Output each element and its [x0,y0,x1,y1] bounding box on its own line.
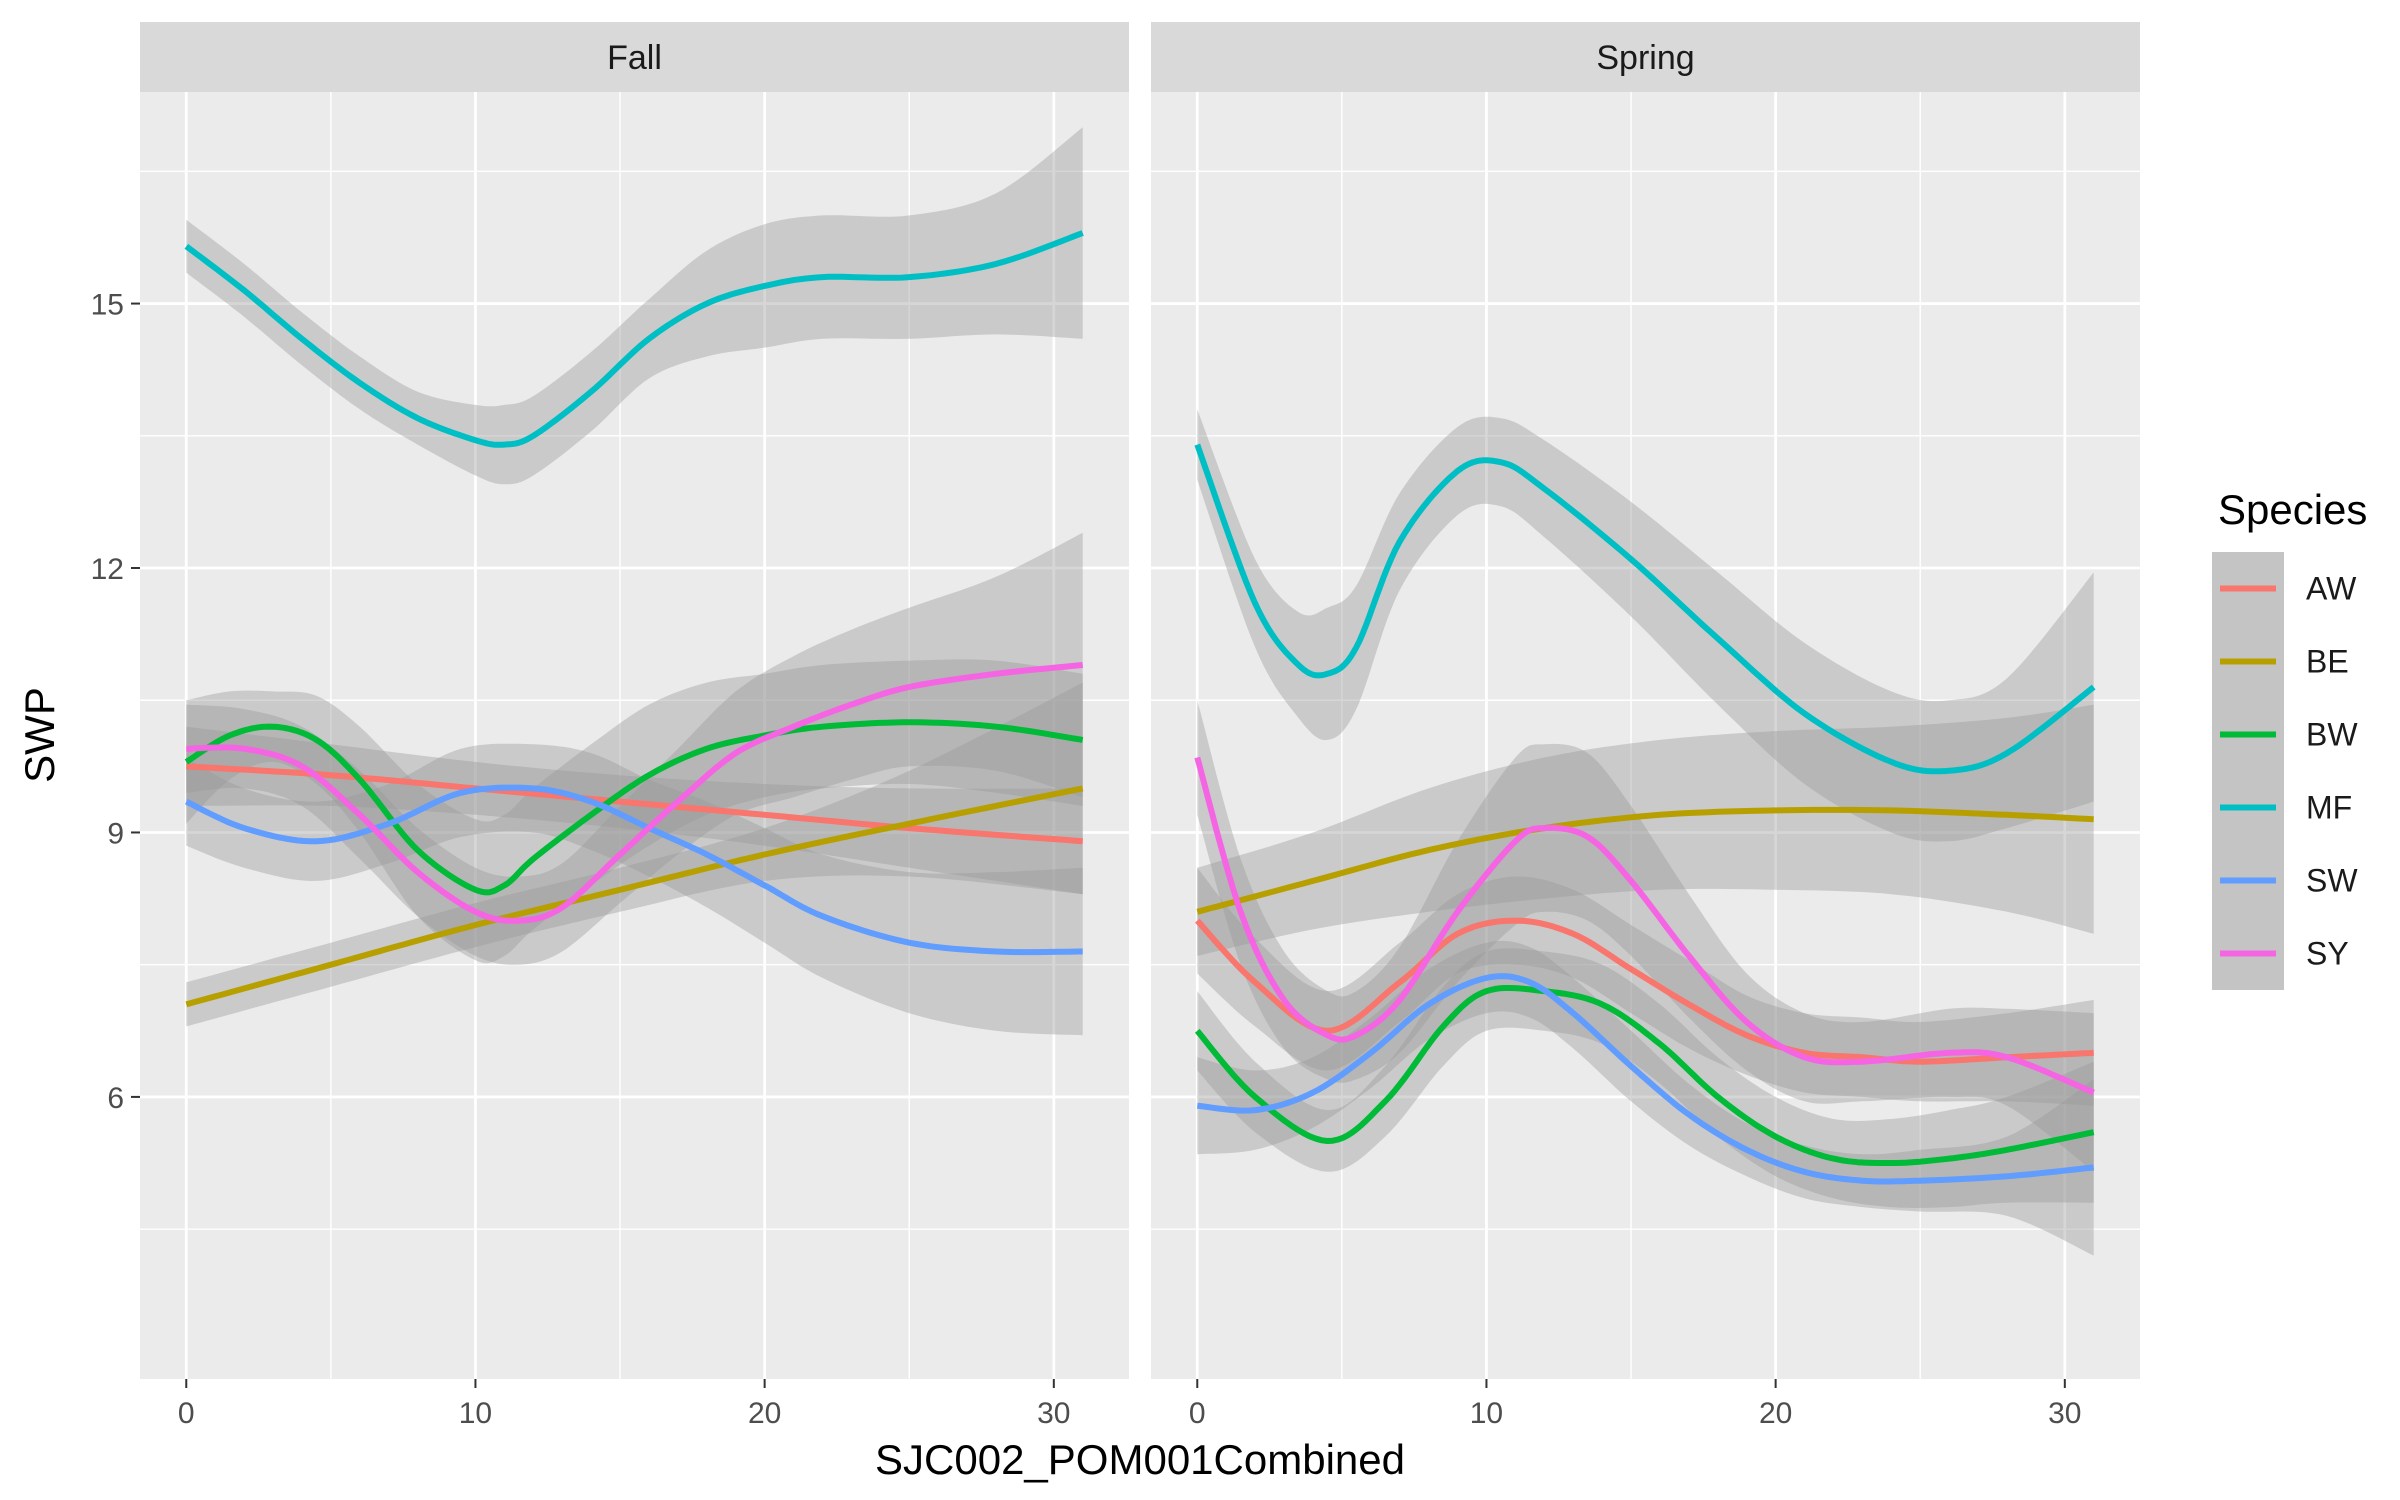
series-line-sy [186,662,1083,924]
legend-item-be: BE [2212,625,2349,698]
series-line-sw [1196,973,2095,1185]
gridlines-fall [140,92,1129,1379]
confidence-band-aw [186,726,1083,895]
series-line-bw [1194,985,2095,1166]
x-axis: 0 10 20 30 0 10 20 30 [178,1379,2082,1430]
ribbons-spring [1197,409,2094,1256]
confidence-band-mf [1197,409,2094,842]
legend-item-bw: BW [2212,698,2358,771]
confidence-band-aw [1197,867,2094,1106]
strip-label-spring: Spring [1596,39,1694,77]
legend-item-sy: SY [2212,917,2349,990]
panel-spring: Spring [1151,22,2140,1379]
y-tick-label: 15 [91,289,124,322]
series-line-sy [1194,756,2095,1096]
strip-background-fall [140,22,1129,92]
series-line-be [185,785,1084,1008]
confidence-band-be [1197,704,2094,956]
strip-background-spring [1151,22,2140,92]
x-tick-label: 0 [178,1397,195,1430]
legend-label: SW [2306,863,2358,899]
x-tick-label: 30 [2048,1397,2081,1430]
series-line-bw [184,719,1084,896]
legend-item-aw: AW [2212,552,2357,625]
x-tick-label: 20 [1759,1397,1792,1430]
y-tick-label: 9 [107,817,124,850]
series-line-mf [184,230,1084,448]
confidence-band-bw [1197,948,2094,1208]
x-tick-label: 0 [1189,1397,1206,1430]
x-tick-label: 10 [1470,1397,1503,1430]
confidence-band-sy [186,532,1083,965]
panel-fall: Fall [140,22,1129,1379]
series-line-mf [1194,443,2096,775]
legend-label: BW [2306,717,2358,753]
plot-background-spring [1151,92,2140,1379]
series-line-sw [184,784,1083,956]
strip-label-fall: Fall [607,39,662,77]
legend-keys: AW BE BW MF SW SY [2212,552,2358,990]
legend-label: BE [2306,644,2349,680]
legend-label: AW [2306,571,2357,607]
y-tick-label: 12 [91,553,124,586]
legend-item-mf: MF [2212,771,2352,844]
confidence-band-mf [186,127,1083,485]
legend: Species AW BE BW MF SW SY [2212,486,2367,990]
legend-item-sw: SW [2212,844,2358,917]
y-axis: 6 9 12 15 [91,289,140,1115]
series-line-aw [186,763,1083,845]
legend-label: SY [2306,936,2349,972]
series-line-be [1196,806,2094,915]
x-tick-label: 10 [459,1397,492,1430]
y-axis-title: SWP [16,687,63,783]
x-tick-label: 20 [748,1397,781,1430]
lines-fall [184,230,1084,1008]
y-tick-label: 6 [107,1082,124,1115]
gridlines-spring [1151,92,2140,1379]
lines-spring [1194,443,2096,1185]
legend-title: Species [2218,486,2367,533]
confidence-band-sw [1197,940,2094,1256]
x-tick-label: 30 [1037,1397,1070,1430]
confidence-band-sy [1197,700,2094,1172]
legend-label: MF [2306,790,2352,826]
confidence-band-bw [186,659,1083,964]
x-axis-title: SJC002_POM001Combined [875,1436,1405,1483]
